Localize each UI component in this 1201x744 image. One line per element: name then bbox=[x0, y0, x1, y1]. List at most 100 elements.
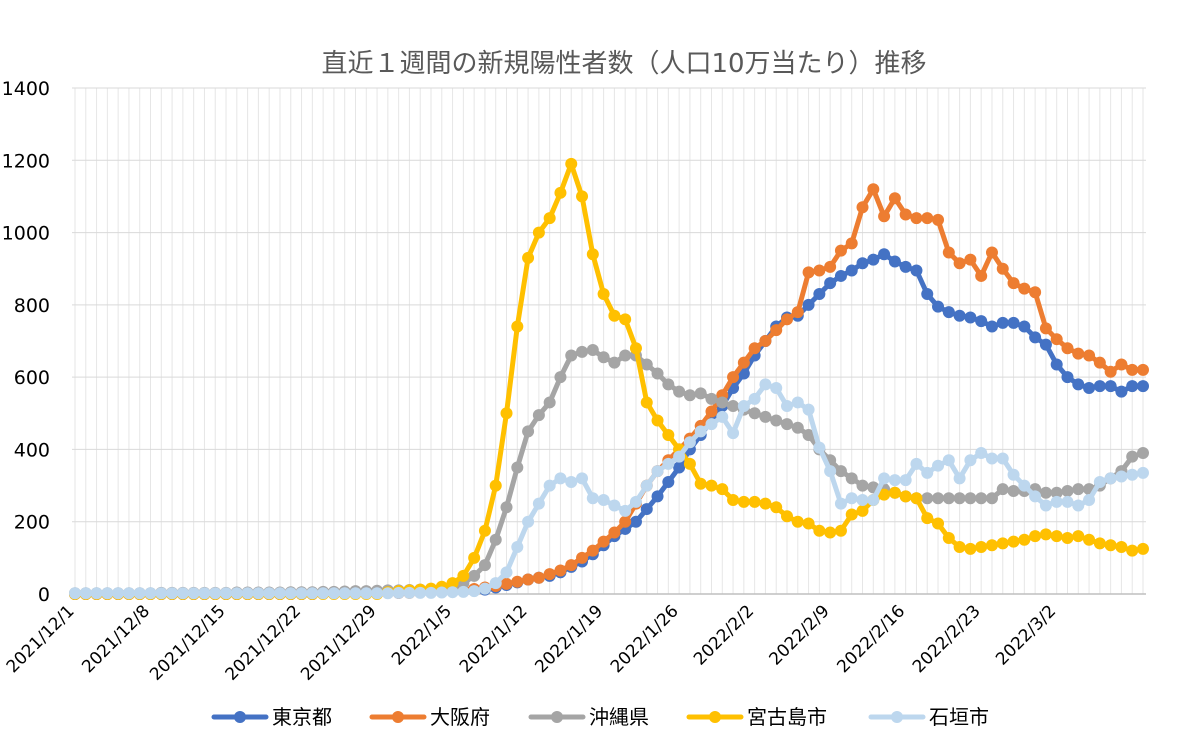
data-point bbox=[629, 342, 642, 355]
x-tick-label: 2022/1/26 bbox=[607, 601, 683, 677]
data-point bbox=[1083, 381, 1096, 394]
data-point bbox=[1061, 371, 1074, 384]
data-point bbox=[1039, 528, 1052, 541]
data-point bbox=[317, 587, 330, 600]
data-point bbox=[910, 264, 923, 277]
y-tick-label: 1400 bbox=[2, 78, 50, 100]
data-point bbox=[759, 410, 772, 423]
data-point bbox=[619, 504, 632, 517]
y-tick-label: 200 bbox=[14, 512, 50, 534]
data-point bbox=[241, 587, 254, 600]
data-point bbox=[737, 495, 750, 508]
data-point bbox=[1126, 363, 1139, 376]
legend-item: 東京都 bbox=[211, 705, 332, 729]
data-point bbox=[1039, 486, 1052, 499]
data-point bbox=[770, 324, 783, 337]
data-point bbox=[834, 497, 847, 510]
data-point bbox=[781, 418, 793, 431]
data-point bbox=[942, 454, 955, 467]
data-point bbox=[942, 531, 955, 544]
data-point bbox=[716, 483, 729, 496]
data-point bbox=[640, 503, 653, 516]
data-point bbox=[1083, 349, 1096, 362]
data-point bbox=[921, 492, 934, 505]
data-point bbox=[662, 457, 675, 470]
data-point bbox=[856, 479, 869, 492]
data-point bbox=[576, 190, 589, 203]
data-point bbox=[543, 396, 556, 409]
data-point bbox=[1039, 338, 1052, 351]
data-point bbox=[144, 587, 157, 600]
data-point bbox=[975, 269, 988, 282]
data-point bbox=[932, 492, 945, 505]
data-point bbox=[673, 385, 686, 398]
data-point bbox=[457, 569, 470, 582]
data-point bbox=[69, 587, 81, 600]
data-point bbox=[1072, 530, 1085, 543]
data-point bbox=[543, 212, 556, 225]
data-point bbox=[608, 499, 621, 512]
data-point bbox=[985, 492, 998, 505]
data-point bbox=[295, 587, 308, 600]
legend-label: 石垣市 bbox=[929, 705, 989, 729]
data-point bbox=[338, 587, 351, 600]
data-point bbox=[576, 551, 589, 564]
data-point bbox=[1061, 484, 1074, 497]
y-tick-label: 0 bbox=[38, 584, 50, 606]
data-point bbox=[964, 542, 977, 555]
data-point bbox=[619, 349, 632, 362]
data-point bbox=[856, 504, 869, 517]
data-point bbox=[155, 587, 168, 600]
data-point bbox=[1093, 380, 1106, 393]
data-point bbox=[888, 255, 901, 268]
data-point bbox=[845, 508, 858, 521]
data-point bbox=[166, 587, 179, 600]
data-point bbox=[511, 575, 524, 588]
data-point bbox=[500, 566, 513, 579]
data-point bbox=[964, 454, 977, 467]
data-point bbox=[554, 371, 567, 384]
data-point bbox=[597, 351, 610, 364]
data-point bbox=[1104, 539, 1117, 552]
data-point bbox=[727, 400, 740, 413]
data-point bbox=[1029, 331, 1042, 344]
data-point bbox=[1061, 495, 1074, 508]
legend-marker-swatch bbox=[891, 711, 903, 723]
data-point bbox=[619, 313, 632, 326]
data-point bbox=[597, 288, 610, 301]
data-point bbox=[284, 587, 297, 600]
data-point bbox=[629, 495, 642, 508]
legend-label: 大阪府 bbox=[430, 705, 490, 729]
data-point bbox=[802, 517, 815, 530]
x-tick-label: 2021/12/22 bbox=[222, 601, 305, 684]
data-point bbox=[824, 526, 837, 539]
data-point bbox=[306, 587, 319, 600]
legend: 東京都 大阪府 沖縄県 宮古島市 石垣市 bbox=[211, 705, 989, 729]
x-tick-label: 2022/2/23 bbox=[909, 601, 985, 677]
data-point bbox=[112, 587, 125, 600]
data-point bbox=[716, 410, 729, 423]
data-point bbox=[532, 571, 545, 584]
data-point bbox=[79, 587, 92, 600]
data-point bbox=[1072, 347, 1085, 360]
data-point bbox=[942, 492, 955, 505]
data-point bbox=[1029, 286, 1042, 299]
y-tick-label: 400 bbox=[14, 439, 50, 461]
data-point bbox=[133, 587, 146, 600]
data-point bbox=[727, 494, 740, 507]
grid-layer bbox=[72, 87, 1146, 595]
data-point bbox=[932, 517, 945, 530]
data-point bbox=[500, 577, 513, 590]
data-point bbox=[522, 425, 535, 438]
data-point bbox=[867, 253, 880, 266]
legend-item: 沖縄県 bbox=[528, 705, 649, 729]
data-point bbox=[727, 427, 740, 440]
data-point bbox=[1018, 479, 1031, 492]
data-point bbox=[500, 501, 513, 514]
data-point bbox=[252, 587, 265, 600]
data-point bbox=[834, 244, 847, 257]
data-point bbox=[1039, 322, 1052, 335]
data-point bbox=[1050, 486, 1063, 499]
data-point bbox=[576, 345, 589, 358]
